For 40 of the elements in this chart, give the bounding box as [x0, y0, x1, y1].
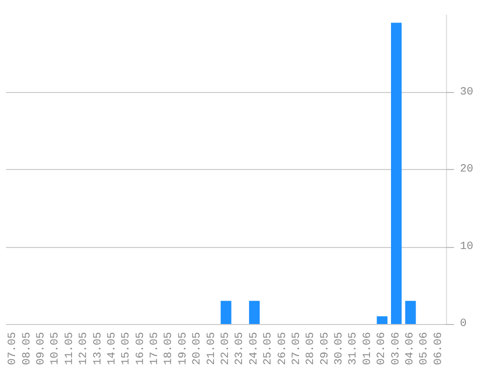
x-tick-label: 24.05: [248, 332, 260, 366]
x-tick-label: 31.05: [348, 332, 360, 366]
x-tick-label: 13.05: [92, 332, 104, 366]
bar: [391, 22, 402, 324]
x-tick-label: 08.05: [21, 332, 34, 366]
x-tick-label: 05.06: [418, 332, 431, 366]
x-tick-label: 01.06: [362, 332, 374, 366]
x-tick-label: 15.05: [120, 332, 133, 366]
x-tick-label: 27.05: [290, 332, 303, 366]
x-tick-label: 12.05: [78, 332, 90, 366]
x-tick-label: 22.05: [220, 332, 232, 366]
x-tick-label: 18.05: [163, 332, 176, 366]
y-tick-label: 30: [460, 86, 474, 98]
x-tick-label: 20.05: [192, 332, 204, 366]
x-tick-label: 09.05: [35, 332, 48, 366]
x-tick-label: 28.05: [305, 332, 318, 366]
y-tick-label: 0: [460, 318, 467, 330]
x-tick-label: 03.06: [390, 332, 402, 366]
x-tick-label: 11.05: [64, 332, 76, 366]
x-tick-label: 17.05: [149, 332, 162, 366]
bar: [376, 316, 388, 324]
x-tick-label: 21.05: [206, 332, 218, 366]
x-tick-label: 29.05: [319, 332, 332, 366]
bar: [249, 300, 260, 324]
x-tick-label: 02.06: [376, 332, 388, 366]
x-tick-label: 26.05: [276, 332, 289, 366]
bar: [405, 300, 416, 324]
y-tick-label: 10: [460, 240, 474, 253]
x-tick-label: 07.05: [7, 332, 20, 366]
x-tick-label: 10.05: [50, 332, 62, 366]
x-tick-label: 14.05: [106, 332, 118, 366]
x-tick-label: 16.05: [134, 332, 147, 366]
bar: [220, 300, 232, 324]
x-tick-label: 06.06: [432, 332, 445, 366]
x-tick-label: 23.05: [234, 332, 246, 366]
x-tick-label: 04.06: [404, 332, 417, 366]
y-tick-label: 20: [460, 164, 474, 176]
x-tick-label: 25.05: [262, 332, 275, 366]
x-tick-label: 30.05: [334, 332, 346, 366]
x-tick-label: 19.05: [177, 332, 190, 366]
